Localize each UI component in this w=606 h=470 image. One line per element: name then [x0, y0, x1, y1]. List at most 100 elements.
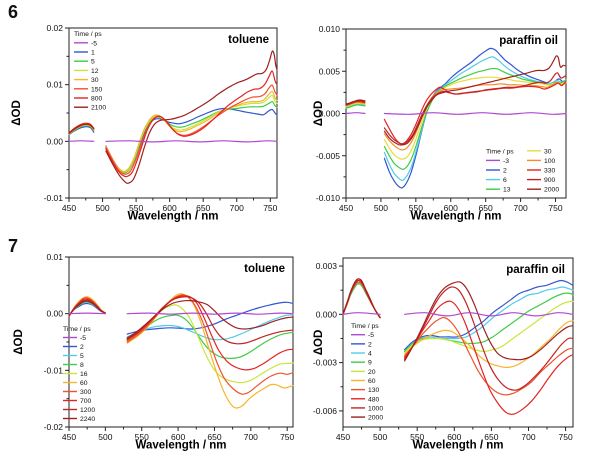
y-tick-label: -0.01: [44, 365, 64, 375]
curve-6-paraffin-oil-30ps: [345, 102, 366, 108]
panel-6-toluene: 450 500 550 600 650 700 750 0.02 0.01 0.00 -0.01 to…: [11, 23, 278, 223]
legend-label-5ps: 5: [80, 353, 84, 360]
legend: Time / ps -5 2 4 9 20 60 130 480 1000 2000: [351, 323, 383, 422]
legend-label-330ps: 330: [544, 168, 556, 175]
curve-6-paraffin-oil-2000ps: [383, 55, 567, 146]
legend-label-700ps: 700: [80, 398, 92, 405]
curve-7-toluene-8ps: [126, 314, 294, 359]
curve-6-toluene--5ps: [105, 140, 278, 143]
x-tick-label: 450: [339, 203, 353, 213]
curve-6-paraffin-oil-100ps: [345, 101, 366, 107]
legend-label-6ps: 6: [503, 177, 507, 184]
legend-label--3ps: -3: [503, 158, 509, 165]
y-tick-label: 0.02: [46, 23, 63, 33]
x-tick-label: 450: [336, 432, 350, 442]
curve-6-toluene-30ps: [105, 90, 278, 173]
curve-7-paraffin-oil--5ps: [342, 312, 381, 315]
legend-label-9ps: 9: [368, 360, 372, 367]
y-tick-label: -0.003: [313, 358, 337, 368]
legend-label--5ps: -5: [80, 335, 86, 342]
y-tick-label: 0.005: [319, 66, 341, 76]
x-tick-label: 700: [521, 432, 535, 442]
curve-6-paraffin-oil--3ps: [345, 112, 366, 115]
curve-6-toluene--5ps: [68, 140, 95, 142]
legend-header: Time / ps: [63, 326, 91, 333]
legend-label-800ps: 800: [91, 96, 103, 103]
axis-ticks: 450 500 550 600 650 700 750 0.01 0.00 -0.01 -0.02: [44, 252, 295, 442]
curve-7-paraffin-oil-60ps: [404, 320, 574, 368]
x-tick-label: 550: [409, 203, 423, 213]
legend-header: Time / ps: [486, 148, 514, 155]
y-tick-label: -0.005: [316, 151, 340, 161]
panel-6-paraffin-oil: 450 500 550 600 650 700 750 0.010 0.005 0.000 -0.0…: [313, 24, 567, 223]
curves: [342, 278, 574, 415]
curve-6-toluene-150ps: [105, 84, 278, 175]
curve-6-paraffin-oil--3ps: [383, 112, 567, 115]
curve-7-toluene-5ps: [126, 314, 294, 341]
x-axis-label: Wavelength / nm: [411, 211, 502, 223]
axis-ticks: 450 500 550 600 650 700 750 0.010 0.005 0.000 -0.0…: [316, 24, 563, 213]
curve-7-toluene-300ps: [126, 294, 294, 395]
legend-label--5ps: -5: [91, 40, 97, 47]
legend-label-1200ps: 1200: [80, 407, 95, 414]
figure-row-7-label: 7: [8, 236, 19, 256]
legend-label-1000ps: 1000: [368, 405, 383, 412]
curve-6-paraffin-oil-2ps: [383, 47, 567, 189]
y-axis-label: ΔOD: [11, 100, 23, 126]
legend-label-30ps: 30: [91, 77, 99, 84]
curves: [68, 50, 278, 184]
curve-7-toluene-60ps: [126, 293, 294, 409]
legend-label-2100ps: 2100: [91, 105, 106, 112]
x-tick-label: 600: [444, 203, 458, 213]
x-axis-label: Wavelength / nm: [128, 211, 219, 223]
panel-title-7-paraffin-oil: paraffin oil: [506, 264, 565, 276]
legend-label-480ps: 480: [368, 396, 380, 403]
curve-6-toluene-2100ps: [68, 123, 95, 134]
x-axis-label: Wavelength / nm: [413, 440, 504, 452]
plot-frame: [68, 256, 294, 428]
curve-6-paraffin-oil-100ps: [383, 81, 567, 151]
curve-7-toluene-2240ps: [68, 300, 106, 317]
legend-label-100ps: 100: [544, 158, 556, 165]
curve-7-paraffin-oil-1000ps: [404, 286, 574, 391]
curve-6-toluene-2100ps: [105, 50, 278, 184]
y-tick-label: 0.00: [46, 309, 63, 319]
legend-label-60ps: 60: [368, 378, 376, 385]
curve-6-paraffin-oil-6ps: [383, 56, 567, 181]
legend-label-12ps: 12: [91, 68, 99, 75]
y-tick-label: -0.010: [316, 193, 340, 203]
curve-6-paraffin-oil-13ps: [345, 104, 366, 109]
y-tick-label: 0.010: [319, 24, 341, 34]
y-tick-label: 0.00: [46, 136, 63, 146]
y-tick-label: 0.000: [319, 109, 341, 119]
x-tick-label: 750: [558, 432, 572, 442]
legend-label-2ps: 2: [503, 168, 507, 175]
legend-label-16ps: 16: [80, 371, 88, 378]
x-tick-label: 450: [62, 432, 76, 442]
y-tick-label: -0.01: [44, 193, 64, 203]
x-tick-label: 600: [171, 432, 185, 442]
legend-label-150ps: 150: [91, 86, 103, 93]
figure-row-6-label: 6: [8, 2, 19, 22]
legend-label-8ps: 8: [80, 362, 84, 369]
panel-7-toluene: 450 500 550 600 650 700 750 0.01 0.00 -0.01 -0.02 t…: [13, 252, 295, 452]
legend-label-2ps: 2: [80, 344, 84, 351]
curve-6-paraffin-oil-900ps: [345, 100, 366, 106]
x-tick-label: 700: [230, 203, 244, 213]
x-tick-label: 450: [62, 203, 76, 213]
x-tick-label: 500: [374, 203, 388, 213]
legend-label-130ps: 130: [368, 387, 380, 394]
legend-label-4ps: 4: [368, 351, 372, 358]
y-axis-label: ΔOD: [13, 329, 25, 355]
plot-frame: [342, 257, 574, 428]
legend: Time / ps -3 2 6 13 30 100 330 900 2000: [486, 148, 559, 194]
x-tick-label: 650: [196, 203, 210, 213]
y-tick-label: 0.01: [46, 252, 63, 262]
x-tick-label: 600: [447, 432, 461, 442]
x-tick-label: 650: [207, 432, 221, 442]
x-tick-label: 550: [410, 432, 424, 442]
x-tick-label: 500: [98, 432, 112, 442]
curve-7-toluene--5ps: [68, 312, 106, 315]
legend-label-20ps: 20: [368, 369, 376, 376]
